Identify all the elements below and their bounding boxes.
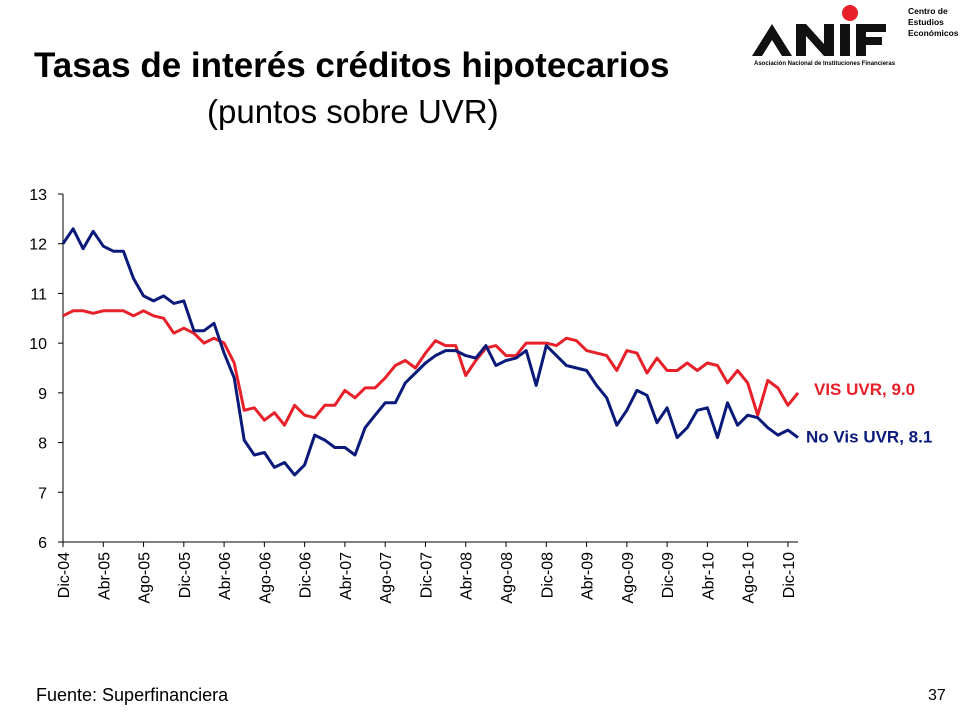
anif-logo: Asociación Nacional de Instituciones Fin… [748,4,959,76]
y-tick-label: 7 [38,485,47,502]
y-tick-label: 8 [38,436,47,453]
y-tick-label: 6 [38,535,47,552]
source-note: Fuente: Superfinanciera [36,685,229,705]
logo-center-line-3: Económicos [908,28,959,38]
x-tick-label: Abr-05 [96,552,113,600]
x-tick-label: Abr-06 [217,552,234,600]
x-tick-label: Dic-08 [539,552,556,598]
series-end-label-no-vis-uvr: No Vis UVR, 8.1 [806,428,932,447]
y-tick-label: 10 [29,336,47,353]
x-tick-label: Dic-06 [298,552,315,598]
x-tick-label: Dic-09 [660,552,677,598]
logo-dot-icon [842,5,858,21]
page-number: 37 [928,687,946,704]
chart-subtitle: (puntos sobre UVR) [207,93,499,130]
x-tick-label: Ago-07 [378,552,395,604]
series-line-no-vis-uvr [61,227,799,477]
series-line-vis-uvr [62,309,800,427]
y-tick-label: 9 [38,386,47,403]
x-tick-label: Dic-07 [418,552,435,598]
logo-center-line-1: Centro de [908,6,948,16]
x-tick-label: Abr-08 [459,552,476,600]
series-end-label-vis-uvr: VIS UVR, 9.0 [814,380,915,399]
x-tick-label: Ago-09 [620,552,637,604]
x-tick-label: Abr-07 [338,552,355,600]
x-tick-label: Dic-10 [781,552,798,598]
y-tick-label: 12 [29,237,47,254]
anif-wordmark-icon [752,5,886,56]
x-tick-label: Abr-10 [700,552,717,600]
logo-tagline: Asociación Nacional de Instituciones Fin… [754,61,896,67]
logo-center-line-2: Estudios [908,17,944,27]
x-tick-label: Ago-08 [499,552,516,604]
x-tick-label: Ago-10 [741,552,758,604]
chart-title: Tasas de interés créditos hipotecarios [34,46,670,85]
x-tick-label: Abr-09 [580,552,597,600]
x-tick-label: Dic-04 [56,552,73,598]
x-tick-label: Ago-05 [137,552,154,604]
y-tick-label: 13 [29,187,47,204]
x-tick-label: Dic-05 [177,552,194,598]
y-tick-label: 11 [30,286,47,303]
x-tick-label: Ago-06 [257,552,274,604]
